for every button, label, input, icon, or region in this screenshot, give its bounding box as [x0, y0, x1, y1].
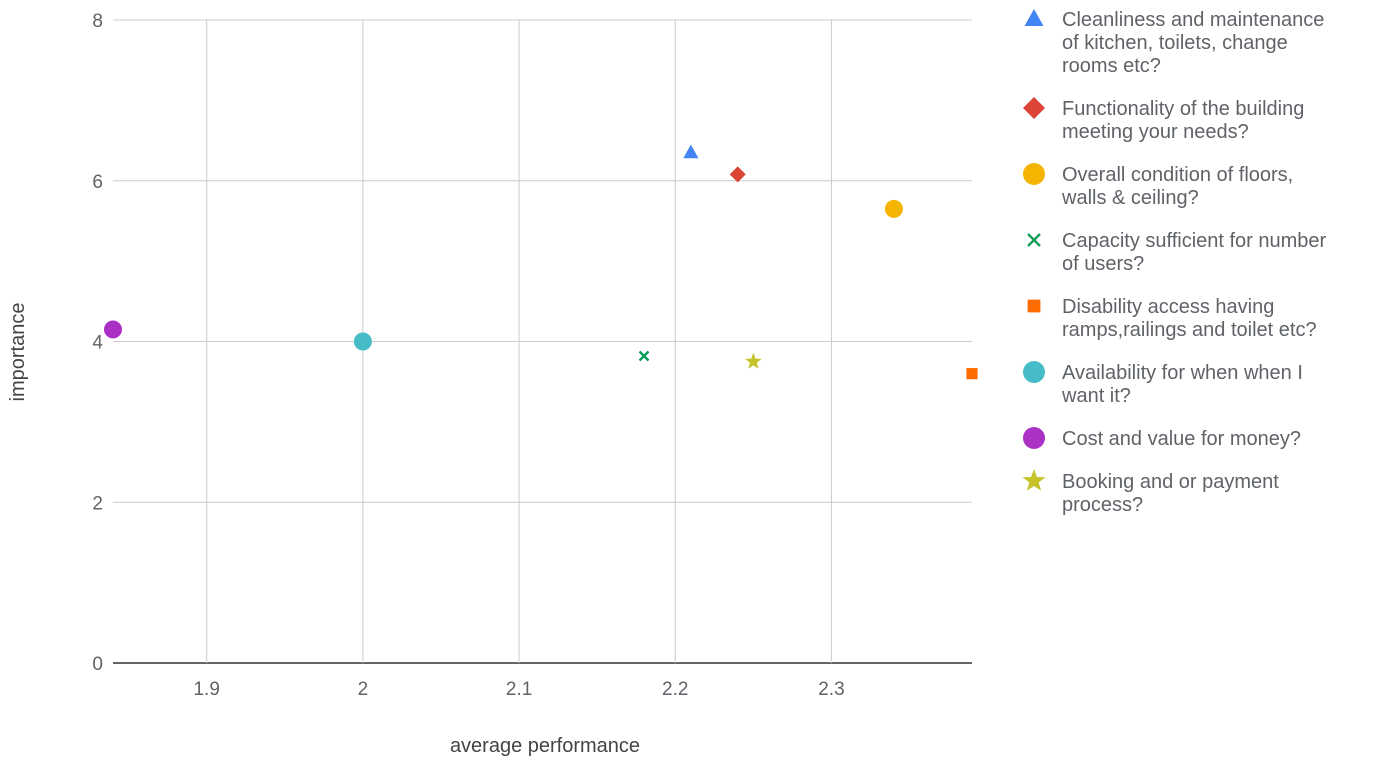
legend-marker	[1023, 163, 1045, 185]
legend-item: Cost and value for money?	[1023, 427, 1301, 450]
legend-label-line: Capacity sufficient for number	[1062, 230, 1327, 252]
x-tick-label: 2	[358, 679, 369, 700]
legend-label-line: walls & ceiling?	[1061, 187, 1199, 209]
legend-item: Overall condition of floors, walls & ceil…	[1023, 163, 1293, 209]
legend-label: Functionality of the building meeting you…	[1062, 98, 1304, 143]
x-marker-stroke	[638, 350, 650, 362]
data-point	[353, 332, 372, 351]
legend-marker	[1022, 468, 1046, 491]
x-axis-title: average performance	[450, 735, 640, 756]
legend-label: Booking and or payment process?	[1062, 471, 1279, 516]
y-tick-label: 2	[92, 493, 103, 514]
data-point	[884, 199, 903, 218]
legend-label-line: Overall condition of floors,	[1062, 164, 1293, 186]
grid-layer: 0 2 4 6 8 1.9 2 2.1 2.2 2.3	[92, 11, 972, 700]
legend-marker	[1023, 361, 1045, 383]
legend-label-line: of users?	[1062, 253, 1144, 275]
legend-label-line: want it?	[1061, 385, 1131, 407]
y-tick-label: 8	[92, 11, 103, 32]
legend-label-line: process?	[1062, 494, 1143, 516]
y-axis-title: importance	[7, 303, 29, 402]
legend-label-line: ramps,railings and toilet etc?	[1062, 319, 1317, 341]
legend-label: Capacity sufficient for number of users?	[1062, 230, 1327, 275]
legend-label-line: meeting your needs?	[1062, 121, 1249, 143]
x-tick-label: 2.1	[506, 679, 532, 700]
legend-label-line: Disability access having	[1062, 296, 1274, 318]
y-tick-label: 4	[92, 333, 103, 354]
legend-marker	[1027, 299, 1041, 313]
y-tick-label: 6	[92, 172, 103, 193]
legend: Cleanliness and maintenance of kitchen, t…	[1022, 9, 1327, 516]
legend-marker	[1023, 427, 1045, 449]
legend-item: Functionality of the building meeting you…	[1023, 97, 1304, 143]
data-point	[966, 368, 978, 380]
x-tick-label: 2.3	[818, 679, 844, 700]
legend-label-line: of kitchen, toilets, change	[1062, 32, 1288, 54]
legend-marker	[1023, 97, 1045, 119]
legend-marker	[1024, 9, 1044, 26]
y-tick-label: 0	[92, 654, 103, 675]
legend-label-line: Availability for when when I	[1062, 362, 1303, 384]
legend-item: Booking and or payment process?	[1022, 468, 1279, 516]
legend-label-line: Booking and or payment	[1062, 471, 1279, 493]
legend-label-line: Functionality of the building	[1062, 98, 1304, 120]
legend-label-line: Cost and value for money?	[1062, 428, 1301, 450]
data-point	[729, 166, 746, 183]
points-layer	[104, 144, 978, 380]
legend-item: Cleanliness and maintenance of kitchen, t…	[1024, 9, 1324, 77]
legend-label: Cost and value for money?	[1062, 428, 1301, 450]
legend-item: Capacity sufficient for number of users?	[1027, 230, 1327, 275]
x-tick-label: 2.2	[662, 679, 688, 700]
legend-marker	[1027, 233, 1041, 247]
data-point	[744, 352, 762, 369]
legend-label: Cleanliness and maintenance of kitchen, t…	[1062, 9, 1324, 77]
data-point	[104, 320, 122, 339]
data-point	[638, 350, 650, 362]
legend-item: Disability access having ramps,railings a…	[1027, 296, 1317, 341]
legend-label: Overall condition of floors, walls & ceil…	[1061, 164, 1293, 209]
data-point	[683, 144, 699, 159]
legend-label-line: rooms etc?	[1062, 55, 1161, 77]
x-marker-stroke	[1027, 233, 1041, 247]
x-tick-label: 1.9	[193, 679, 219, 700]
legend-label-line: Cleanliness and maintenance	[1062, 9, 1324, 31]
legend-label: Disability access having ramps,railings a…	[1062, 296, 1317, 341]
